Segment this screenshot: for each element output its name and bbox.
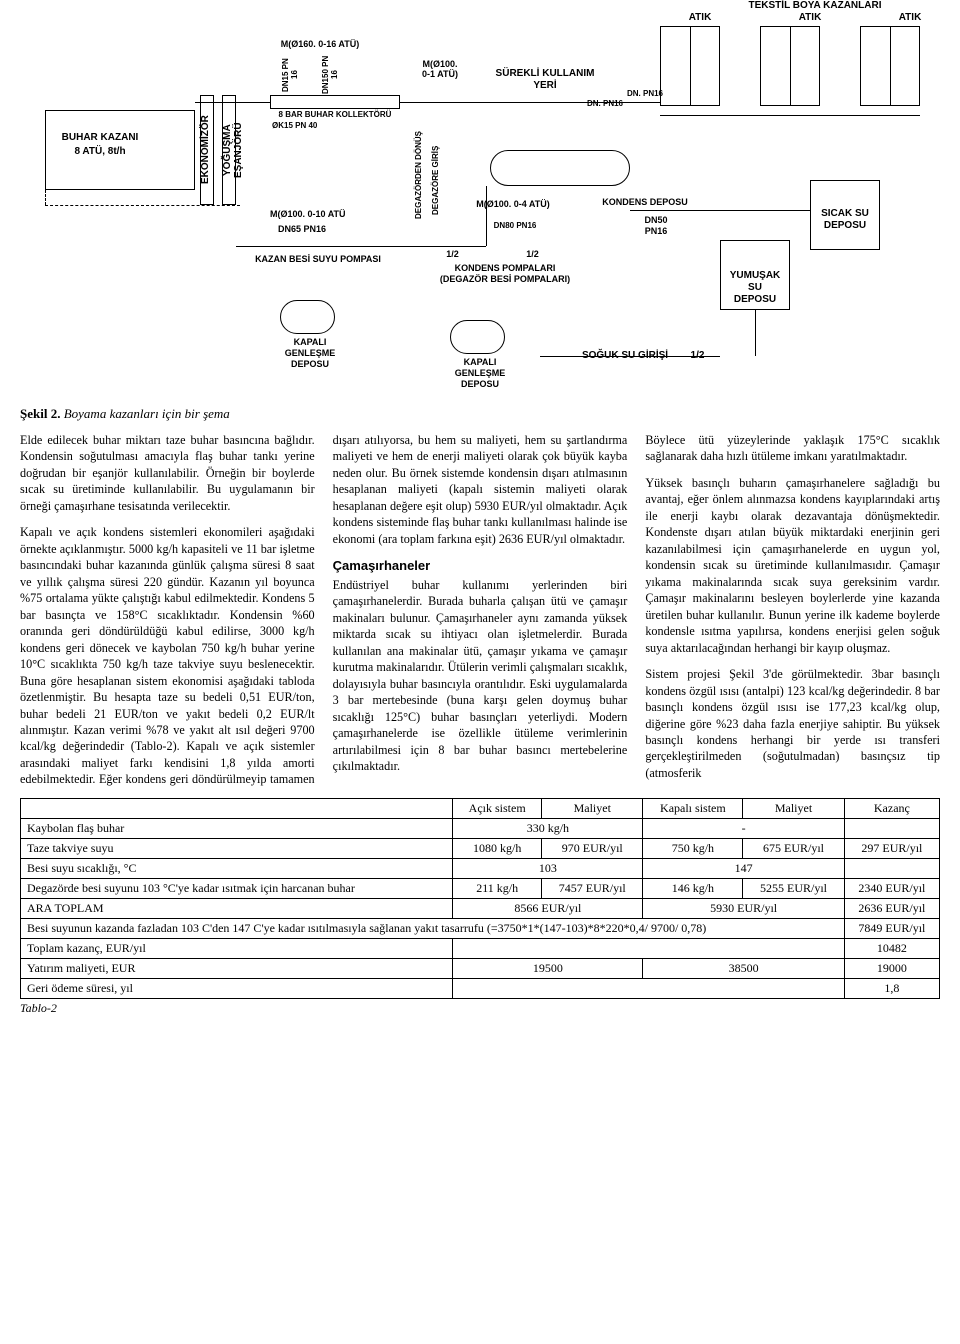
diagram-figure: TEKSTİL BOYA KAZANLARI ATIK ATIK ATIK BU… — [20, 0, 940, 400]
table-row: ARA TOPLAM 8566 EUR/yıl 5930 EUR/yıl 263… — [21, 898, 940, 918]
kapali2-1: KAPALI — [445, 358, 515, 368]
m160: M(Ø160. 0-16 ATÜ) — [250, 40, 390, 50]
table-row: Kaybolan flaş buhar 330 kg/h - — [21, 818, 940, 838]
para-6: Sistem projesi Şekil 3'de görülmektedir.… — [645, 666, 940, 781]
sicak1: SICAK SU — [810, 208, 880, 219]
ok15: ØK15 PN 40 — [272, 122, 352, 131]
yogus-label: YOĞUŞMA EŞANJÖRÜ — [222, 100, 244, 200]
m100-04: M(Ø100. 0-4 ATÜ) — [458, 200, 568, 210]
caption-number: Şekil 2. — [20, 406, 60, 421]
para-1: Elde edilecek buhar miktarı taze buhar b… — [20, 432, 315, 514]
atik-2: ATIK — [790, 12, 830, 23]
boiler-sub: 8 ATÜ, 8t/h — [55, 146, 145, 157]
caption-text: Boyama kazanları için bir şema — [60, 406, 229, 421]
dn15-1: DN15 PN 16 — [282, 55, 300, 95]
surekli: SÜREKLİ KULLANIM — [480, 68, 610, 79]
th-2: Maliyet — [542, 798, 643, 818]
table-header-row: Açık sistem Maliyet Kapalı sistem Maliye… — [21, 798, 940, 818]
deg-besi: (DEGAZÖR BESİ POMPALARI) — [425, 275, 585, 285]
th-0 — [21, 798, 453, 818]
figure-caption: Şekil 2. Boyama kazanları için bir şema — [20, 406, 940, 422]
table-row: Geri ödeme süresi, yıl 1,8 — [21, 978, 940, 998]
m100-10: M(Ø100. 0-10 ATÜ — [270, 210, 390, 220]
dn65: DN65 PN16 — [278, 225, 358, 235]
table-row: Besi suyu sıcaklığı, °C 103 147 — [21, 858, 940, 878]
th-3: Kapalı sistem — [643, 798, 743, 818]
half-a: 1/2 — [440, 250, 465, 260]
table-row: Besi suyunun kazanda fazladan 103 C'den … — [21, 918, 940, 938]
dn80: DN80 PN16 — [480, 222, 550, 231]
kapali-tank-1 — [280, 300, 335, 334]
atik-1: ATIK — [680, 12, 720, 23]
th-1: Açık sistem — [453, 798, 542, 818]
para-4: Böylece ütü yüzeylerinde yaklaşık 175°C … — [645, 432, 940, 465]
deg-giris: DEGAZÖRE GİRİŞ — [432, 140, 441, 220]
kond-dep: KONDENS DEPOSU — [590, 198, 700, 208]
atik-3: ATIK — [890, 12, 930, 23]
th-5: Kazanç — [844, 798, 939, 818]
yumusak1: YUMUŞAK — [720, 270, 790, 281]
yumusak2: SU — [720, 282, 790, 293]
kapali2-2: GENLEŞME — [445, 369, 515, 379]
table-caption: Tablo-2 — [20, 1001, 940, 1016]
table-row: Toplam kazanç, EUR/yıl 10482 — [21, 938, 940, 958]
kapali-tank-2 — [450, 320, 505, 354]
kapali1-3: DEPOSU — [275, 360, 345, 370]
degazor-vessel — [490, 150, 630, 186]
yumusak3: DEPOSU — [720, 294, 790, 305]
sicak2: DEPOSU — [810, 220, 880, 231]
kapali1-1: KAPALI — [275, 338, 345, 348]
m100-1b: 0-1 ATÜ) — [410, 70, 470, 80]
dnpn16-a: DN. PN16 — [620, 90, 670, 99]
para-5: Yüksek basınçlı buharın çamaşırhanelere … — [645, 475, 940, 656]
table-row: Taze takviye suyu 1080 kg/h 970 EUR/yıl … — [21, 838, 940, 858]
pn16l: PN16 — [636, 227, 676, 237]
kapali1-2: GENLEŞME — [275, 349, 345, 359]
boiler-title: BUHAR KAZANI — [55, 132, 145, 143]
kapali2-3: DEPOSU — [445, 380, 515, 390]
top-title: TEKSTİL BOYA KAZANLARI — [740, 0, 890, 11]
collector-label: 8 BAR BUHAR KOLLEKTÖRÜ — [270, 111, 400, 120]
deg-donus: DEGAZÖRDEN DÖNÜŞ — [415, 130, 424, 220]
economy-table: Açık sistem Maliyet Kapalı sistem Maliye… — [20, 798, 940, 999]
yeri: YERİ — [480, 80, 610, 91]
body-columns: Elde edilecek buhar miktarı taze buhar b… — [20, 432, 940, 788]
dn15-2: DN150 PN 16 — [322, 55, 340, 95]
th-4: Maliyet — [743, 798, 845, 818]
para-3: Endüstriyel buhar kullanımı yerlerinden … — [333, 577, 628, 775]
half-b: 1/2 — [520, 250, 545, 260]
dn50: DN50 — [636, 216, 676, 226]
collector — [270, 95, 400, 109]
ekon-label: EKONOMİZÖR — [200, 100, 211, 200]
kond-pomp: KONDENS POMPALARI — [430, 264, 580, 274]
table-row: Yatırım maliyeti, EUR 19500 38500 19000 — [21, 958, 940, 978]
table-row: Degazörde besi suyunu 103 °C'ye kadar ıs… — [21, 878, 940, 898]
subheading-camasir: Çamaşırhaneler — [333, 557, 628, 575]
pump-label: KAZAN BESİ SUYU POMPASI — [238, 255, 398, 265]
